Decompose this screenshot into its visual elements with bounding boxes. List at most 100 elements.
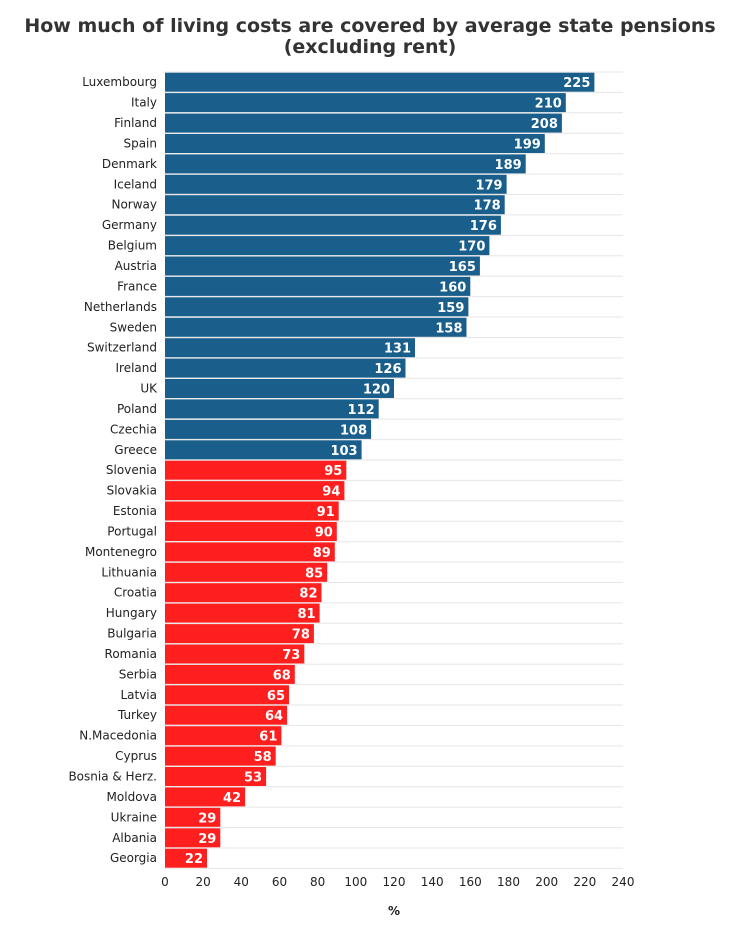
data-label: 179 xyxy=(475,178,502,193)
bar xyxy=(165,215,501,235)
chart-title: How much of living costs are covered by … xyxy=(24,15,716,58)
category-label: Sweden xyxy=(110,320,157,334)
category-label: Iceland xyxy=(114,177,157,191)
category-label: Poland xyxy=(117,402,157,416)
data-label: 22 xyxy=(185,852,203,867)
data-label: 108 xyxy=(340,423,367,438)
category-label: Bulgaria xyxy=(107,627,157,641)
x-axis-ticks: 0 20 40 60 80 100 120 140 160 180 200 220 240 xyxy=(161,875,634,889)
bar xyxy=(165,562,328,582)
data-label: 90 xyxy=(315,526,333,541)
data-label: 120 xyxy=(363,383,390,398)
data-label: 126 xyxy=(374,362,401,377)
data-label: 42 xyxy=(223,791,241,806)
bar xyxy=(165,644,305,664)
bar xyxy=(165,72,595,92)
bar xyxy=(165,358,406,378)
category-label: N.Macedonia xyxy=(79,729,157,743)
bar xyxy=(165,583,322,603)
data-label: 64 xyxy=(265,709,283,724)
bar xyxy=(165,256,480,276)
category-label: Austria xyxy=(115,259,157,273)
category-label: Norway xyxy=(111,198,157,212)
bar xyxy=(165,460,347,480)
data-label: 94 xyxy=(322,485,340,500)
bar xyxy=(165,317,467,337)
bar xyxy=(165,767,267,786)
category-label: Hungary xyxy=(106,606,157,620)
category-label: Slovakia xyxy=(107,484,157,498)
data-label: 210 xyxy=(535,97,562,112)
category-label: Netherlands xyxy=(84,300,157,314)
bar xyxy=(165,787,246,807)
bars xyxy=(165,72,595,868)
category-label: Bosnia & Herz. xyxy=(68,770,157,784)
data-label: 199 xyxy=(514,138,541,153)
data-label: 160 xyxy=(439,280,466,295)
data-label: 159 xyxy=(437,301,464,316)
bar xyxy=(165,664,295,684)
x-tick-label: 220 xyxy=(573,875,596,889)
data-label: 68 xyxy=(273,668,291,683)
x-tick-label: 240 xyxy=(612,875,635,889)
bar xyxy=(165,297,469,317)
data-label: 178 xyxy=(474,199,501,214)
category-label: Croatia xyxy=(114,586,157,600)
bar xyxy=(165,93,566,113)
category-label: Cyprus xyxy=(115,749,157,763)
bar xyxy=(165,113,562,133)
x-tick-label: 180 xyxy=(497,875,520,889)
data-label: 189 xyxy=(495,158,522,173)
bar xyxy=(165,276,471,296)
category-label: Albania xyxy=(112,831,157,845)
data-label: 73 xyxy=(282,648,300,663)
data-label: 61 xyxy=(259,730,277,745)
x-tick-label: 160 xyxy=(459,875,482,889)
bar xyxy=(165,624,314,644)
category-label: Belgium xyxy=(108,239,157,253)
gridlines xyxy=(165,71,623,869)
category-label: Montenegro xyxy=(85,545,157,559)
category-label: Luxembourg xyxy=(82,75,157,89)
x-tick-label: 120 xyxy=(383,875,406,889)
category-label: Finland xyxy=(114,116,157,130)
bar xyxy=(165,174,507,194)
bar xyxy=(165,195,505,215)
category-label: France xyxy=(117,279,157,293)
bar xyxy=(165,338,415,358)
category-label: Estonia xyxy=(113,504,157,518)
bar xyxy=(165,481,345,501)
x-tick-label: 20 xyxy=(196,875,211,889)
bar xyxy=(165,848,207,868)
bar xyxy=(165,419,372,439)
category-label: Italy xyxy=(131,96,157,110)
data-label: 165 xyxy=(449,260,476,275)
category-label: Romania xyxy=(105,647,157,661)
data-label: 29 xyxy=(198,832,216,847)
category-label: Switzerland xyxy=(87,341,157,355)
data-label: 208 xyxy=(531,117,558,132)
x-axis-label: % xyxy=(388,904,400,918)
bar xyxy=(165,134,545,153)
bar xyxy=(165,828,221,848)
data-label: 82 xyxy=(299,587,317,602)
bar xyxy=(165,440,362,460)
bar xyxy=(165,379,394,398)
data-label: 81 xyxy=(298,607,316,622)
category-label: Moldova xyxy=(107,790,157,804)
x-tick-label: 140 xyxy=(421,875,444,889)
data-label: 91 xyxy=(317,505,335,520)
data-label: 176 xyxy=(470,219,497,234)
bar xyxy=(165,685,289,705)
category-label: Latvia xyxy=(120,688,157,702)
bar xyxy=(165,522,337,541)
bar xyxy=(165,501,339,521)
category-label: Ireland xyxy=(115,361,157,375)
category-label: Georgia xyxy=(110,851,157,865)
bar xyxy=(165,726,282,746)
x-tick-label: 0 xyxy=(161,875,169,889)
x-tick-label: 60 xyxy=(272,875,287,889)
bar xyxy=(165,746,276,766)
